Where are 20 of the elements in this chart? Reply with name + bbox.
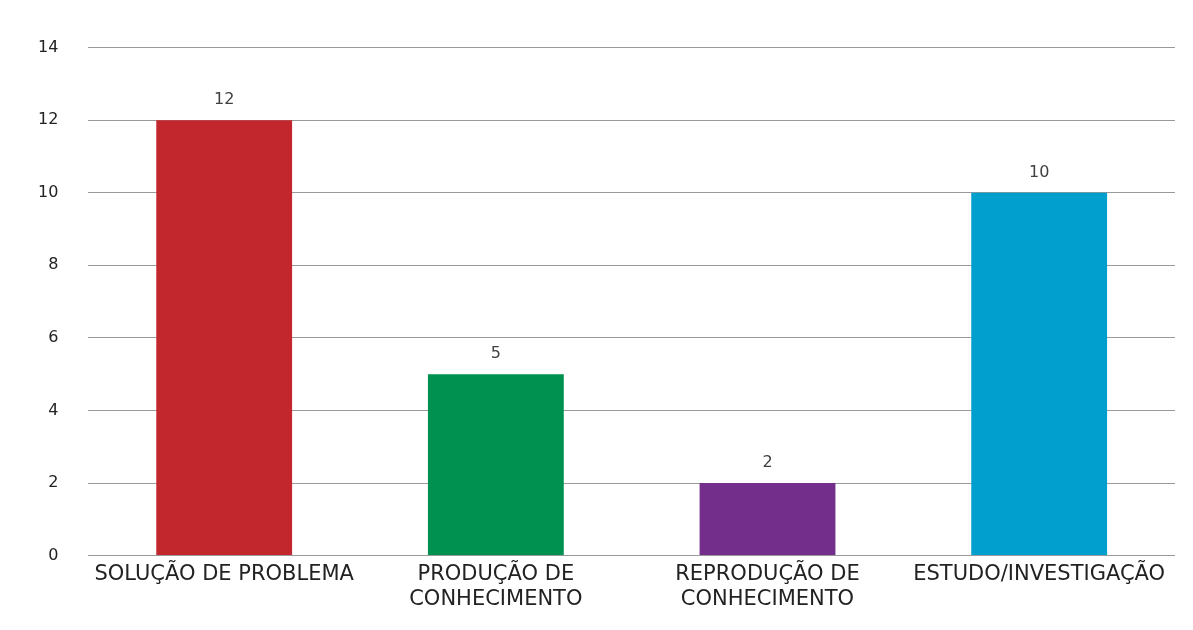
y-tick-label: 4: [48, 399, 59, 419]
bar: [156, 120, 293, 556]
y-tick-label: 12: [38, 109, 59, 129]
data-label: 10: [1028, 161, 1050, 181]
x-tick-label: PRODUÇÃO DE CONHECIMENTO: [409, 558, 583, 610]
x-tick-label: SOLUÇÃO DE PROBLEMA: [94, 558, 355, 585]
bar: [971, 192, 1108, 556]
y-tick-label: 6: [48, 327, 59, 347]
y-tick-label: 14: [38, 36, 59, 56]
x-tick-label: REPRODUÇÃO DE CONHECIMENTO: [675, 558, 860, 610]
y-tick-label: 8: [48, 254, 59, 274]
bar: [699, 483, 836, 556]
data-label: 2: [762, 452, 773, 472]
data-label: 12: [214, 89, 235, 109]
y-tick-label: 0: [48, 544, 59, 564]
bar: [427, 374, 564, 556]
x-tick-label: ESTUDO/INVESTIGAÇÃO: [913, 558, 1166, 585]
y-tick-label: 2: [48, 472, 59, 492]
y-tick-label: 10: [38, 181, 59, 201]
data-label: 5: [490, 343, 501, 363]
